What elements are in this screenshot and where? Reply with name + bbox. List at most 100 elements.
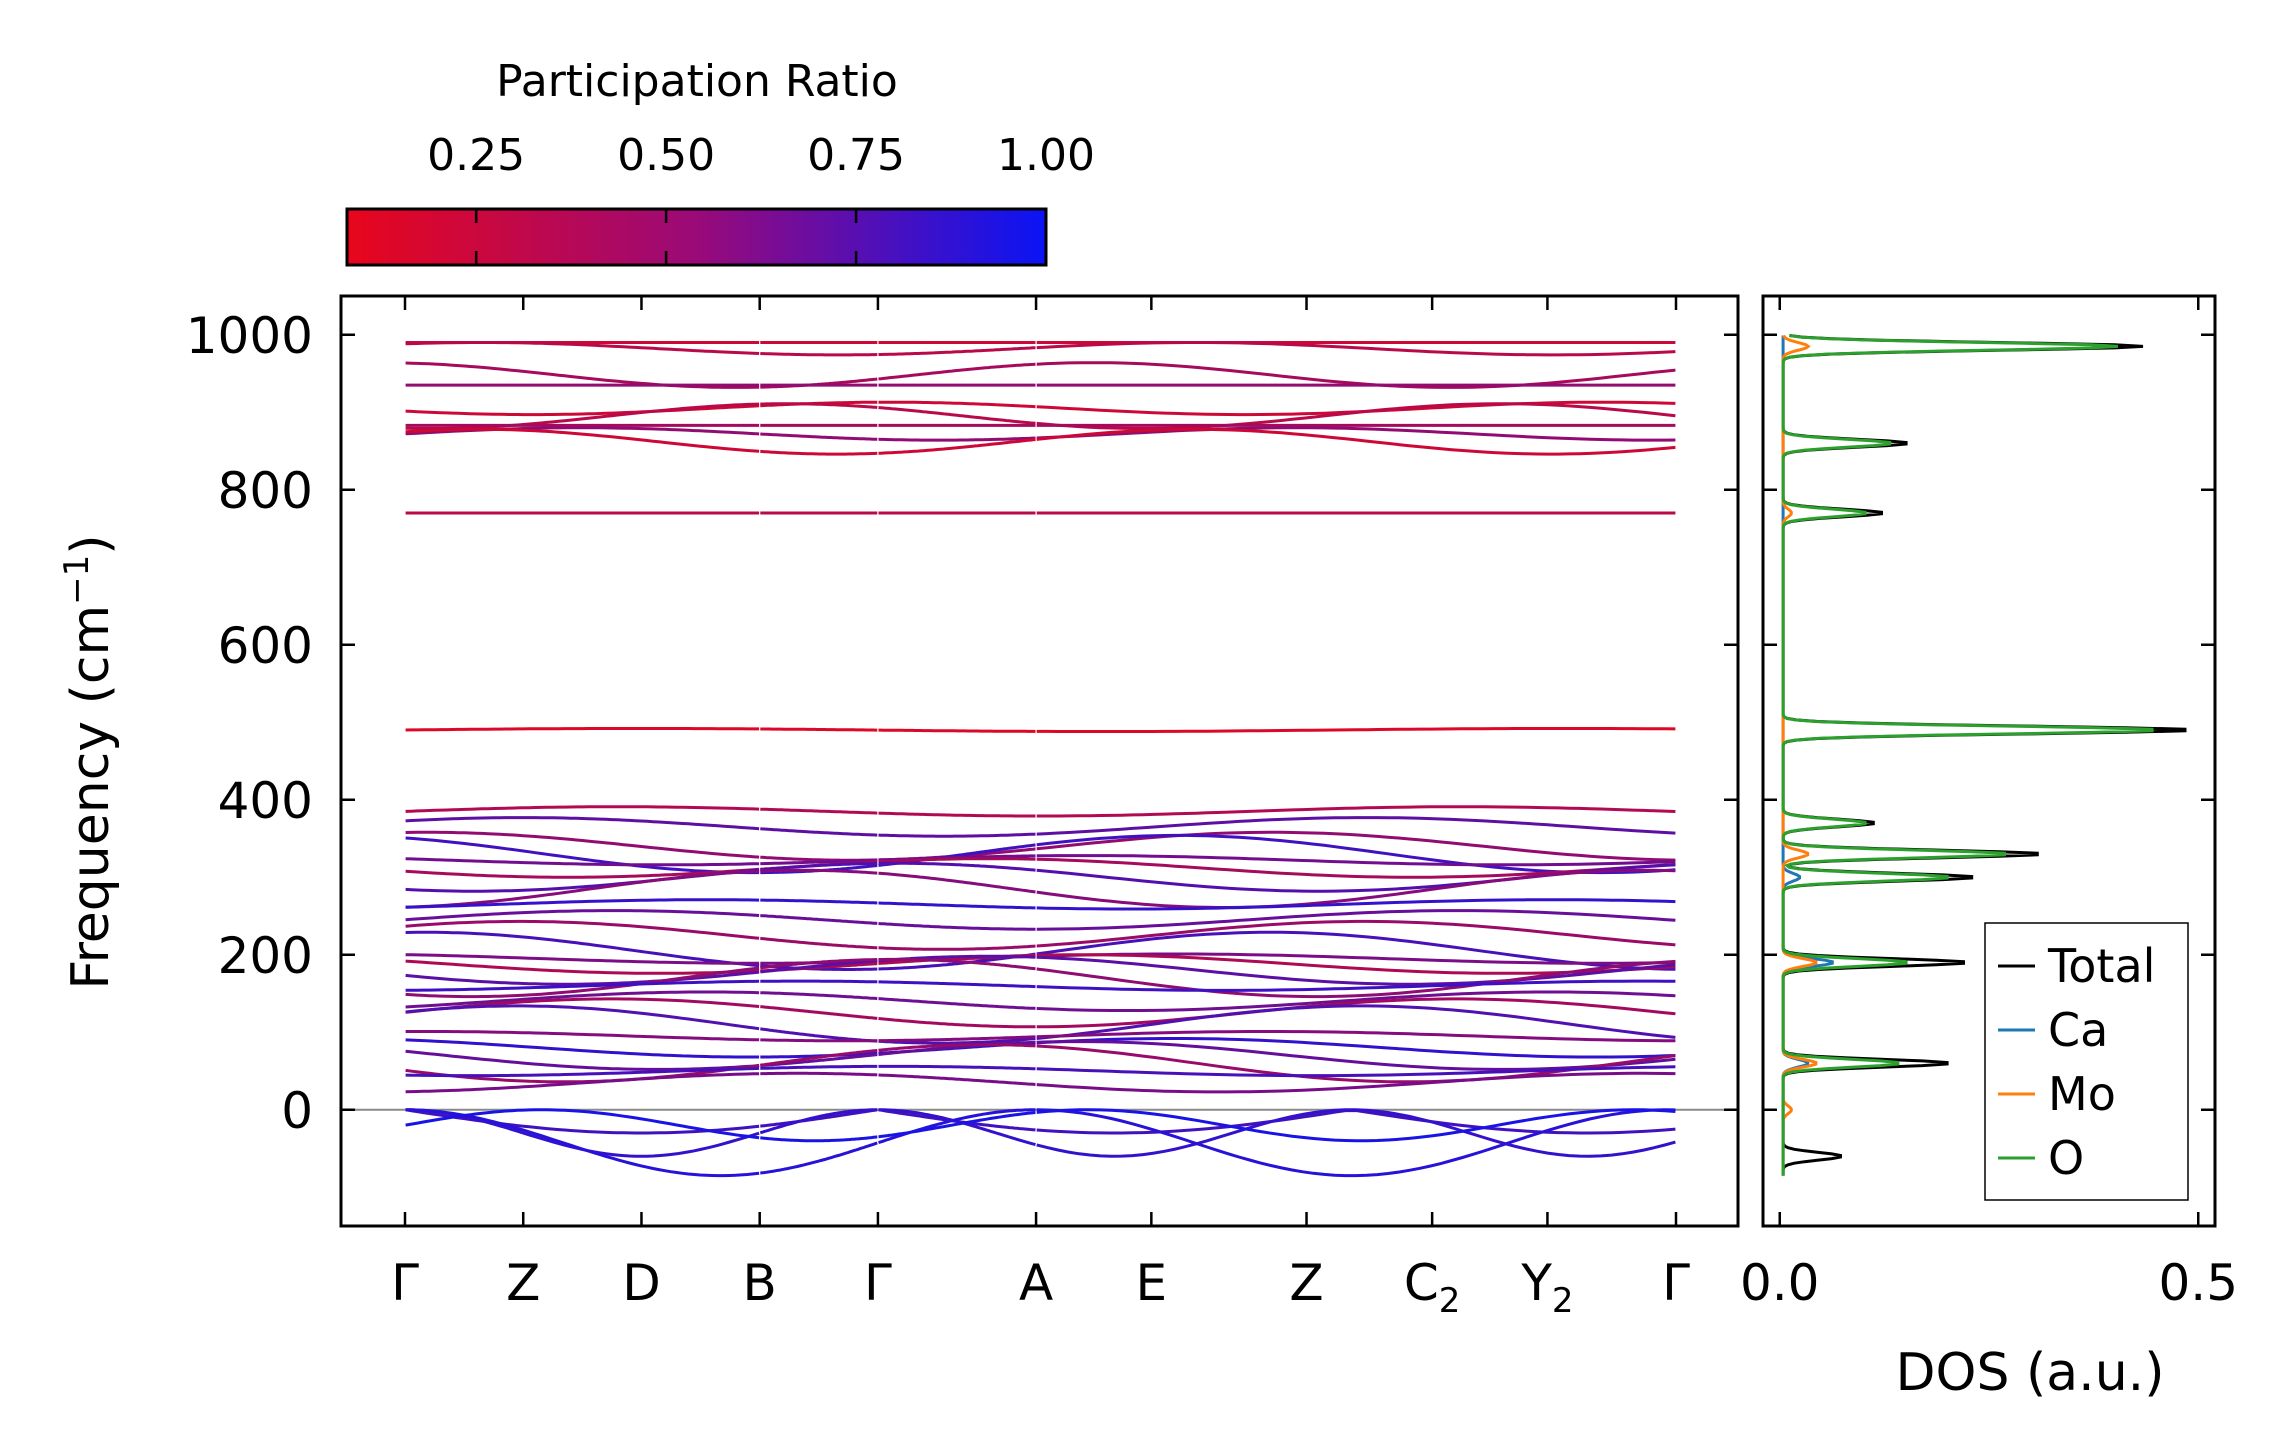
low-frequency-band	[1036, 863, 1676, 893]
dos-x-tick-label: 0.0	[1740, 1254, 1820, 1312]
y-tick-label: 200	[218, 927, 313, 985]
dos-x-ticks: 0.0 0.5	[1740, 296, 2238, 1312]
low-frequency-band	[1036, 854, 1676, 867]
low-frequency-band	[760, 1038, 878, 1043]
low-frequency-band	[1036, 997, 1676, 1029]
low-frequency-band	[878, 901, 1036, 910]
low-frequency-band	[878, 1073, 1036, 1086]
low-frequency-band	[1036, 1040, 1676, 1071]
low-frequency-band	[760, 1071, 878, 1077]
low-frequency-band	[405, 830, 760, 859]
main-axes-frame	[339, 294, 1740, 1228]
low-frequency-band	[1036, 1030, 1676, 1043]
low-frequency-band	[405, 816, 760, 831]
low-frequency-band	[405, 990, 760, 1009]
high-frequency-band	[1036, 402, 1676, 430]
low-frequency-band	[1036, 805, 1676, 818]
high-frequency-band	[878, 346, 1036, 356]
low-frequency-band	[1036, 952, 1676, 965]
x-tick-label: Γ	[391, 1254, 419, 1312]
high-frequency-band	[760, 402, 878, 409]
soft-mode-band	[878, 1111, 1036, 1139]
low-frequency-band	[1036, 1065, 1676, 1078]
soft-mode-band	[878, 1108, 1036, 1147]
soft-mode-band	[405, 1108, 760, 1135]
dos-line-o	[1781, 334, 2154, 1176]
high-frequency-band	[1036, 427, 1676, 456]
low-frequency-band	[760, 827, 878, 837]
low-frequency-band	[878, 1037, 1036, 1045]
colorbar-tick-label: 0.75	[807, 130, 905, 181]
high-frequency-band	[1036, 361, 1676, 389]
colorbar: Participation Ratio 0.25 0.50 0.75 1.00	[345, 56, 1095, 267]
low-frequency-band	[405, 1072, 760, 1094]
low-frequency-band	[405, 930, 760, 968]
x-tick-label: Γ	[1662, 1254, 1690, 1312]
dos-panel: 0.0 0.5 DOS (a.u.) Total Ca Mo O	[1740, 294, 2238, 1403]
low-frequency-band	[405, 836, 760, 875]
low-frequency-band	[760, 1053, 878, 1068]
mid-frequency-band	[1036, 727, 1676, 733]
low-frequency-band	[405, 997, 760, 1014]
low-frequency-band	[1036, 1037, 1676, 1059]
low-frequency-band	[405, 1038, 760, 1059]
low-frequency-band	[1036, 868, 1676, 909]
low-frequency-band	[405, 966, 760, 999]
low-frequency-band	[1036, 909, 1676, 931]
low-frequency-band	[878, 997, 1036, 1010]
y-tick-label: 400	[218, 772, 313, 830]
soft-mode-band	[760, 1135, 878, 1143]
low-frequency-band	[878, 980, 1036, 989]
colorbar-title: Participation Ratio	[496, 56, 898, 107]
low-frequency-band	[760, 958, 878, 970]
low-frequency-band	[1036, 1071, 1676, 1094]
low-frequency-band	[878, 922, 1036, 931]
low-frequency-band	[1036, 898, 1676, 911]
low-frequency-band	[760, 979, 878, 984]
high-frequency-band	[878, 436, 1036, 442]
low-frequency-band	[760, 1048, 878, 1067]
high-frequency-band	[760, 449, 878, 456]
x-tick-label: Γ	[864, 1254, 892, 1312]
low-frequency-band	[760, 959, 878, 974]
low-frequency-band	[878, 1035, 1036, 1043]
high-frequency-band	[878, 400, 1036, 409]
low-frequency-band	[760, 1005, 878, 1020]
low-frequency-band	[760, 868, 878, 875]
x-tick-label: B	[743, 1254, 777, 1312]
low-frequency-band	[405, 1049, 760, 1071]
low-frequency-band	[760, 861, 878, 872]
low-frequency-band	[405, 1066, 760, 1078]
x-tick-label: E	[1136, 1254, 1168, 1312]
y-axis-label: Frequency (cm−1)	[57, 534, 121, 989]
dos-line-ca	[1781, 335, 1834, 1176]
mid-frequency-band	[760, 727, 878, 732]
y-tick-label: 600	[218, 617, 313, 675]
high-frequency-band	[405, 404, 760, 417]
low-frequency-band	[1036, 955, 1676, 986]
low-frequency-band	[878, 1043, 1036, 1052]
band-structure-panel: 0 200 400 600 800 1000 Γ Z D B Γ A E Z C2 Y2 Γ Frequenc…	[57, 294, 1740, 1321]
low-frequency-band	[878, 1064, 1036, 1071]
low-frequency-band	[878, 811, 1036, 818]
high-frequency-band	[760, 432, 878, 441]
low-frequency-band	[760, 858, 878, 866]
soft-mode-band	[760, 1141, 878, 1175]
low-frequency-band	[878, 857, 1036, 864]
low-frequency-band	[760, 936, 878, 950]
legend-frame	[1984, 922, 2189, 1201]
low-frequency-band	[405, 1004, 760, 1031]
soft-mode-band	[760, 1108, 878, 1128]
legend-label-mo: Mo	[2048, 1067, 2116, 1121]
low-frequency-band	[405, 979, 760, 992]
low-frequency-band	[1036, 959, 1676, 999]
low-frequency-band	[405, 953, 760, 965]
low-frequency-band	[405, 959, 760, 975]
dos-x-axis-label: DOS (a.u.)	[1896, 1343, 2165, 1403]
x-tick-label: C2	[1404, 1254, 1461, 1321]
y-axis-label-close: )	[61, 534, 121, 554]
dos-x-tick-label: 0.5	[2158, 1254, 2238, 1312]
low-frequency-band	[878, 957, 1036, 971]
low-frequency-band	[405, 909, 760, 922]
